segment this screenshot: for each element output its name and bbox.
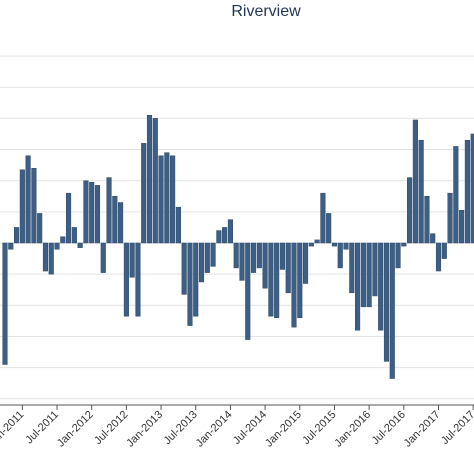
bar [89, 182, 95, 244]
bar [297, 242, 303, 319]
bar [412, 119, 418, 244]
bar [430, 233, 436, 244]
bar [37, 213, 43, 244]
bar [54, 242, 60, 250]
bar [331, 242, 338, 247]
bar [227, 219, 233, 244]
bar [372, 242, 378, 297]
bar [366, 242, 372, 308]
bar [222, 227, 228, 244]
bar [181, 242, 187, 295]
bar [19, 169, 25, 244]
bar [360, 242, 366, 308]
bar [407, 177, 413, 244]
bar [256, 242, 262, 269]
x-tick-label: Jan-2012 [55, 409, 96, 450]
bar [164, 152, 170, 244]
bar [320, 192, 326, 244]
bar [129, 242, 135, 278]
bar [239, 242, 245, 281]
bar [60, 236, 66, 244]
bar [146, 115, 153, 244]
bar [123, 242, 129, 317]
bar [66, 192, 72, 244]
x-tick-label: Jan-2014 [194, 409, 235, 450]
bar [464, 139, 470, 244]
bar [337, 242, 343, 269]
bar [326, 213, 332, 244]
bar [389, 242, 395, 379]
bar [262, 242, 268, 289]
bar [210, 242, 216, 267]
bar [447, 192, 453, 244]
bar [401, 242, 407, 247]
bar [187, 242, 193, 326]
bar [198, 242, 205, 283]
x-tick-label: Jul-2017 [439, 409, 474, 447]
bar [418, 139, 424, 244]
bar [152, 118, 158, 244]
bar [435, 242, 442, 272]
bar [25, 155, 31, 244]
bar [112, 196, 118, 244]
bar [42, 242, 49, 272]
bar [94, 185, 101, 244]
bar [378, 242, 384, 331]
bar [349, 242, 355, 294]
bar [106, 177, 112, 244]
bar [383, 242, 390, 362]
bar [343, 242, 349, 250]
bar [170, 155, 176, 244]
bar [118, 202, 124, 244]
bar [193, 242, 199, 317]
bar [175, 206, 181, 244]
bar [453, 146, 459, 244]
bar [135, 242, 141, 317]
bar [303, 242, 309, 284]
bar [441, 242, 447, 259]
bar [308, 242, 314, 247]
bar [355, 242, 361, 331]
x-tick-label: Jan-2017 [402, 409, 443, 450]
bar [233, 242, 239, 269]
bar [424, 196, 430, 244]
bar [204, 242, 210, 273]
bar [14, 227, 20, 244]
bar [250, 242, 257, 273]
bar [71, 227, 77, 244]
bar [291, 242, 297, 328]
bar [459, 210, 465, 244]
bar [245, 242, 251, 340]
x-tick-label: Jan-2013 [124, 409, 165, 450]
x-tick-label: Jan-2011 [0, 409, 26, 449]
bar [395, 242, 401, 269]
bar [100, 242, 106, 273]
bar [274, 242, 280, 319]
bar [314, 239, 320, 244]
bar [158, 155, 164, 244]
bar [268, 242, 274, 317]
bar [2, 242, 8, 365]
bar [83, 180, 89, 244]
bar [31, 167, 37, 244]
bar [470, 133, 474, 244]
x-tick-label: Jan-2015 [263, 409, 304, 450]
bar [279, 242, 285, 270]
chart-title: Riverview [231, 3, 301, 20]
bar [48, 242, 54, 275]
bar [8, 242, 14, 250]
bar [77, 242, 83, 248]
bar [216, 230, 222, 244]
bar [141, 143, 147, 244]
x-tick-label: Jan-2016 [332, 409, 373, 450]
bar [285, 242, 291, 294]
